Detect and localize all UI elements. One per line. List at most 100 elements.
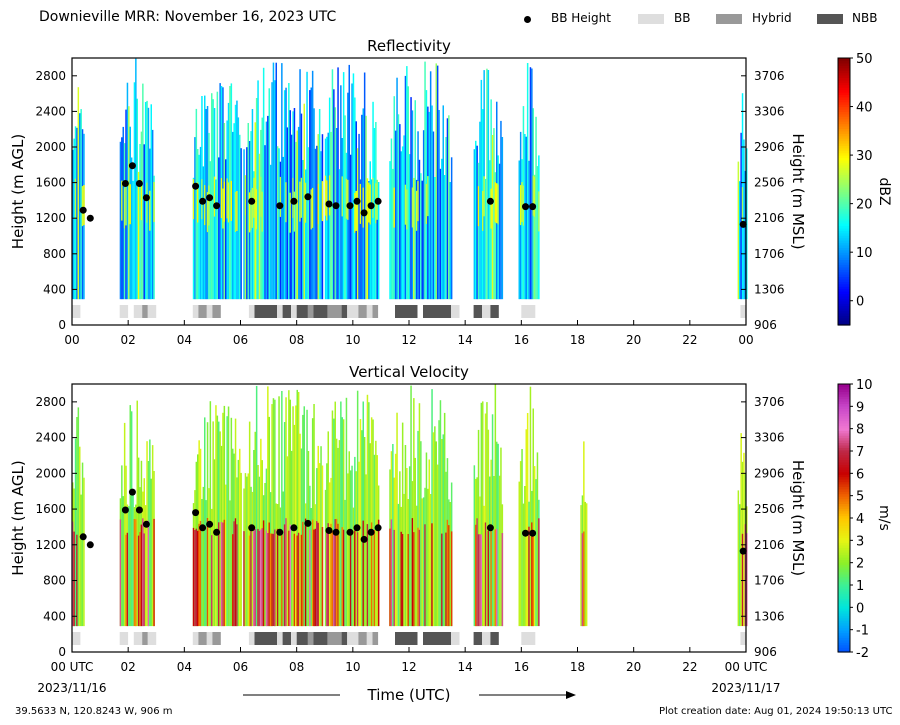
- precip-column: [351, 465, 353, 627]
- colorbar-tick-label: 40: [856, 101, 873, 116]
- precip-column: [268, 416, 270, 627]
- precip-column: [295, 405, 297, 627]
- y-tick-label-right: 3706: [754, 69, 785, 83]
- precip-column: [434, 426, 436, 627]
- colorbar-cell: [838, 257, 850, 261]
- precip-column: [420, 441, 422, 627]
- colorbar-cell: [838, 259, 850, 263]
- colorbar-cell: [838, 420, 850, 424]
- precip-column: [428, 111, 430, 300]
- fall-speed-cell: [362, 520, 364, 627]
- precip-column: [406, 66, 408, 300]
- colorbar-cell: [838, 549, 850, 553]
- precip-column: [442, 434, 444, 627]
- precip-column: [432, 131, 435, 300]
- precip-column: [216, 91, 219, 300]
- fall-speed-cell: [268, 522, 270, 627]
- fall-speed-cell: [531, 522, 533, 627]
- precip-column: [535, 116, 537, 300]
- colorbar-cell: [838, 522, 850, 526]
- fall-speed-cell: [283, 524, 286, 627]
- bright-band-cell: [411, 187, 414, 228]
- legend-label-bb-height: BB Height: [551, 11, 611, 25]
- colorbar-cell: [838, 418, 850, 422]
- precip-column: [283, 90, 286, 300]
- precip-column: [281, 391, 283, 627]
- precip-column: [213, 459, 216, 627]
- precip-column: [369, 161, 371, 300]
- precip-column: [449, 502, 451, 627]
- bb-type-segment: [490, 632, 499, 645]
- colorbar-cell: [838, 130, 850, 134]
- colorbar-cell: [838, 469, 850, 473]
- colorbar-cell: [838, 121, 850, 125]
- fall-speed-cell: [496, 528, 498, 627]
- bb-type-segment: [248, 632, 255, 645]
- bb-height-point: [290, 524, 298, 532]
- colorbar-cell: [838, 87, 850, 91]
- colorbar-cell: [838, 269, 850, 273]
- bb-height-point: [529, 529, 537, 537]
- bb-type-segment: [72, 632, 81, 645]
- colorbar-cell: [838, 464, 850, 468]
- fall-speed-cell: [445, 532, 447, 626]
- precip-column: [302, 414, 304, 627]
- bb-height-point: [304, 519, 312, 527]
- fall-speed-cell: [271, 533, 273, 627]
- precip-column: [526, 63, 529, 300]
- precip-column: [435, 63, 437, 300]
- colorbar-cell: [838, 488, 850, 492]
- bright-band-cell: [137, 184, 140, 225]
- bright-band-cell: [213, 176, 216, 217]
- bb-type-segment: [277, 632, 283, 645]
- colorbar-cell: [838, 94, 850, 98]
- bb-height-point: [522, 203, 529, 211]
- precip-column: [366, 394, 369, 627]
- colorbar-cell: [838, 60, 850, 64]
- colorbar-cell: [838, 106, 850, 110]
- colorbar-cell: [838, 425, 850, 429]
- precip-column: [304, 169, 307, 300]
- bb-height-point: [353, 524, 361, 532]
- precip-column: [254, 431, 256, 627]
- colorbar-cell: [838, 647, 850, 651]
- bright-band-cell: [74, 178, 77, 219]
- colorbar-cell: [838, 642, 850, 646]
- precip-column: [264, 145, 266, 300]
- fall-speed-cell: [484, 522, 487, 627]
- colorbar-cell: [838, 578, 850, 582]
- precip-column: [212, 99, 214, 300]
- fall-speed-cell: [490, 529, 492, 627]
- bb-type-segment: [296, 632, 308, 645]
- precip-column: [237, 117, 240, 300]
- colorbar-cell: [838, 422, 850, 427]
- fall-speed-cell: [480, 534, 483, 626]
- colorbar-cell: [838, 639, 850, 643]
- precip-column: [420, 173, 422, 300]
- precip-column: [272, 398, 275, 627]
- precip-column: [448, 115, 450, 300]
- colorbar-cell: [838, 535, 850, 539]
- bb-type-segment: [327, 632, 342, 645]
- precip-column: [225, 484, 227, 627]
- fall-speed-cell: [448, 525, 450, 627]
- colorbar-cell: [838, 452, 850, 456]
- bb-type-segment: [212, 305, 221, 318]
- colorbar-cell: [838, 600, 850, 604]
- bright-band-cell: [255, 189, 258, 230]
- precip-column: [531, 68, 533, 300]
- precip-column: [302, 160, 304, 300]
- precip-column: [361, 114, 363, 300]
- bb-type-segment: [482, 305, 491, 318]
- bright-band-cell: [393, 187, 395, 228]
- precip-column: [441, 439, 443, 627]
- bright-band-cell: [368, 182, 370, 223]
- fall-speed-cell: [746, 533, 748, 627]
- precip-column: [79, 113, 81, 300]
- precip-column: [306, 409, 308, 627]
- bright-band-cell: [121, 180, 123, 221]
- precip-column: [427, 488, 429, 627]
- precip-column: [356, 148, 359, 300]
